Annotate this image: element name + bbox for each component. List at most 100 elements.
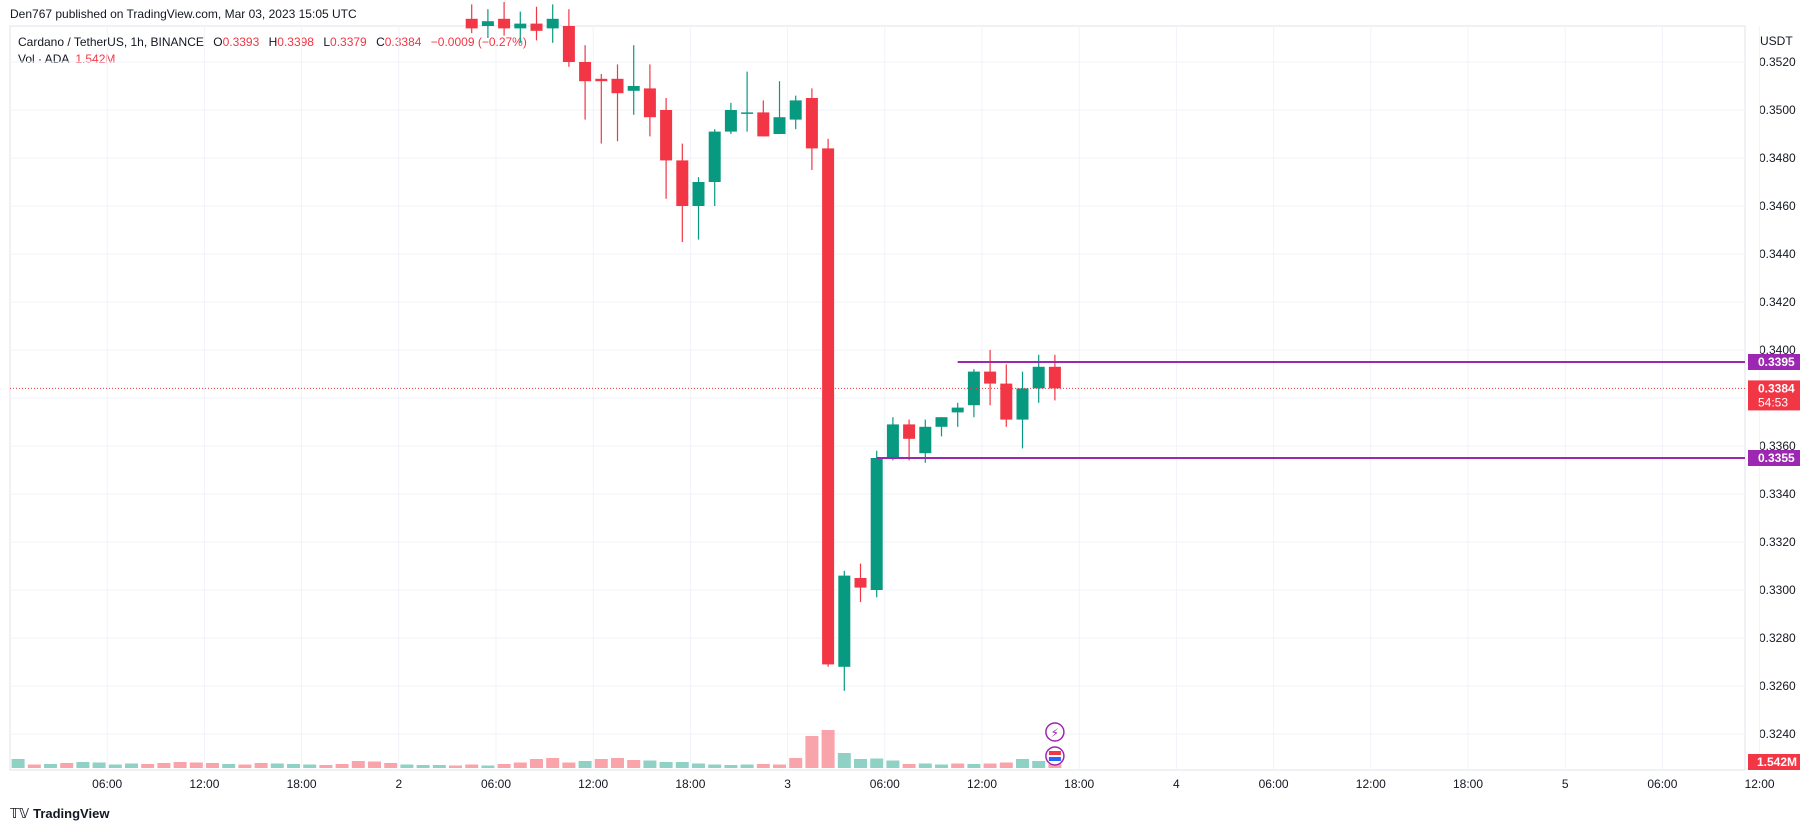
candle-body[interactable] <box>562 26 575 62</box>
y-tick-label: 0.3460 <box>1759 199 1796 213</box>
y-tick-label: 0.3480 <box>1759 151 1796 165</box>
volume-bar <box>789 758 803 768</box>
volume-bar <box>141 764 155 768</box>
volume-bar <box>206 763 219 768</box>
volume-bar <box>303 764 317 768</box>
volume-bar <box>287 764 300 768</box>
candle-body[interactable] <box>886 424 899 458</box>
candle-body[interactable] <box>870 458 883 590</box>
candle-body[interactable] <box>465 18 478 29</box>
volume-bar <box>999 762 1013 768</box>
volume-bar <box>368 761 381 768</box>
volume-bar <box>44 764 57 768</box>
x-tick-label: 5 <box>1562 777 1569 791</box>
volume-bar <box>983 763 997 768</box>
candle-body[interactable] <box>595 78 608 82</box>
change-value: −0.0009 (−0.27%) <box>430 35 527 49</box>
lightning-event-icon[interactable] <box>1045 722 1065 742</box>
candle-body[interactable] <box>773 117 786 134</box>
close-value: 0.3384 <box>384 35 422 49</box>
volume-bar <box>465 764 479 768</box>
candle-body[interactable] <box>530 23 543 31</box>
volume-bar <box>675 762 689 768</box>
volume-bar <box>27 764 41 768</box>
close-label: C <box>376 35 385 49</box>
volume-bar <box>92 762 106 768</box>
volume-bar <box>270 763 284 768</box>
volume-bar <box>60 763 74 768</box>
symbol-name[interactable]: Cardano / TetherUS, 1h, BINANCE <box>18 35 204 49</box>
candle-body[interactable] <box>935 417 948 427</box>
y-tick-label: 0.3520 <box>1759 55 1796 69</box>
volume-bar <box>335 764 349 768</box>
candle-body[interactable] <box>903 424 916 439</box>
candle-body[interactable] <box>546 18 559 29</box>
currency-label[interactable]: USDT <box>1760 34 1793 48</box>
x-tick-label: 4 <box>1173 777 1180 791</box>
volume-bar <box>1048 764 1062 768</box>
candle-body[interactable] <box>1048 366 1061 389</box>
candle-body[interactable] <box>724 110 737 132</box>
volume-bar <box>384 763 398 768</box>
candle-body[interactable] <box>514 23 527 29</box>
candle-body[interactable] <box>611 78 624 94</box>
last-price-label: 0.3384 <box>1758 381 1795 395</box>
volume-bar <box>578 761 592 768</box>
tradingview-wordmark[interactable]: TradingView <box>33 806 110 821</box>
x-tick-label: 18:00 <box>675 777 705 791</box>
candle-body[interactable] <box>838 575 851 667</box>
candle-body[interactable] <box>822 148 835 665</box>
volume-bar <box>837 753 851 768</box>
x-tick-label: 06:00 <box>481 777 511 791</box>
x-tick-label: 06:00 <box>1647 777 1677 791</box>
volume-bar <box>627 760 641 768</box>
volume-bar <box>400 764 414 768</box>
volume-badge <box>1748 754 1800 770</box>
us-flag-event-icon[interactable] <box>1045 746 1065 766</box>
volume-bar <box>238 764 252 768</box>
candle-body[interactable] <box>919 426 932 454</box>
candle-body[interactable] <box>951 407 964 413</box>
candle-body[interactable] <box>984 371 997 384</box>
candle-body[interactable] <box>643 88 656 118</box>
tradingview-footer: 𝕋𝕍 TradingView <box>10 806 109 822</box>
volume-bar <box>870 758 884 768</box>
candle-body[interactable] <box>1032 366 1045 389</box>
high-label: H <box>268 35 278 49</box>
candle-body[interactable] <box>741 112 754 114</box>
last-price-badge <box>1748 380 1800 411</box>
volume-bar <box>821 730 835 768</box>
volume-bar <box>189 762 203 768</box>
candle-body[interactable] <box>708 131 721 182</box>
candle-body[interactable] <box>789 100 802 120</box>
candle-body[interactable] <box>579 62 592 82</box>
x-tick-label: 06:00 <box>1259 777 1289 791</box>
x-tick-label: 12:00 <box>189 777 219 791</box>
volume-bar <box>951 763 965 768</box>
candle-body[interactable] <box>854 578 867 588</box>
volume-badge-label: 1.542M <box>1757 755 1797 769</box>
candle-body[interactable] <box>1016 388 1029 420</box>
candle-body[interactable] <box>627 86 640 91</box>
volume-bar <box>497 764 511 768</box>
candle-body[interactable] <box>498 18 511 29</box>
x-tick-label: 12:00 <box>1745 777 1775 791</box>
y-tick-label: 0.3340 <box>1759 487 1796 501</box>
candle-body[interactable] <box>692 182 705 206</box>
candle-body[interactable] <box>481 21 494 26</box>
x-tick-label: 12:00 <box>967 777 997 791</box>
candle-body[interactable] <box>1000 383 1013 420</box>
y-tick-label: 0.3300 <box>1759 583 1796 597</box>
flag-stripe <box>1048 751 1061 755</box>
level-price-badge <box>1748 354 1800 370</box>
volume-bar <box>708 764 722 768</box>
candle-body[interactable] <box>757 112 770 137</box>
volume-bar <box>319 765 333 768</box>
volume-bar <box>546 758 560 768</box>
candle-body[interactable] <box>805 98 818 149</box>
candle-body[interactable] <box>676 160 689 206</box>
candle-body[interactable] <box>660 110 673 161</box>
volume-bar <box>432 765 446 768</box>
